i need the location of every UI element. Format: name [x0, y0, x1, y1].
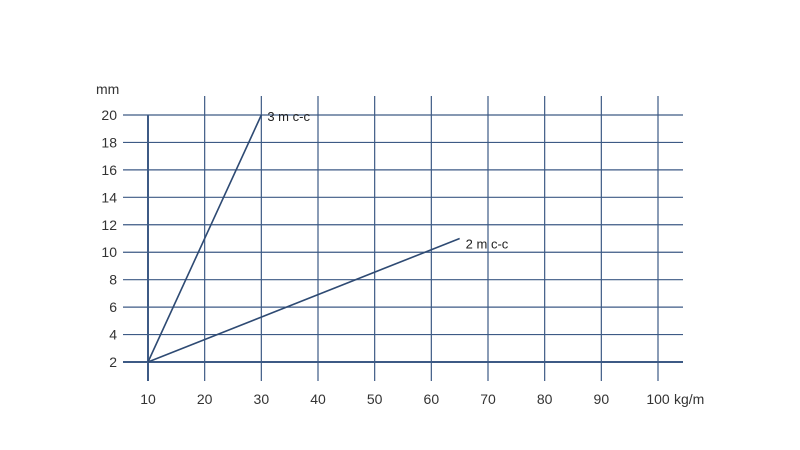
- x-tick-label: 90: [594, 391, 610, 407]
- y-tick-label: 8: [109, 272, 117, 288]
- y-tick-label: 10: [101, 244, 117, 260]
- x-tick-label: 40: [310, 391, 326, 407]
- series-label: 2 m c-c: [466, 237, 509, 252]
- x-tick-label: 80: [537, 391, 553, 407]
- series-line: [147, 237, 460, 363]
- x-tick-label: 20: [197, 391, 213, 407]
- y-tick-label: 14: [101, 189, 117, 205]
- y-tick-label: 6: [109, 299, 117, 315]
- x-tick-label: 10: [140, 391, 156, 407]
- series-line: [147, 114, 263, 363]
- y-tick-label: 2: [109, 354, 117, 370]
- x-tick-label: 100: [646, 391, 670, 407]
- x-tick-label: 60: [424, 391, 440, 407]
- y-tick-label: 4: [109, 327, 117, 343]
- x-tick-label: 30: [254, 391, 270, 407]
- y-axis-label: mm: [96, 81, 119, 97]
- x-tick-label: 70: [480, 391, 496, 407]
- x-tick-label: 50: [367, 391, 383, 407]
- x-axis-label: kg/m: [674, 391, 704, 407]
- y-tick-label: 20: [101, 107, 117, 123]
- y-tick-label: 18: [101, 134, 117, 150]
- y-tick-label: 16: [101, 162, 117, 178]
- series-label: 3 m c-c: [267, 109, 310, 124]
- y-tick-label: 12: [101, 217, 117, 233]
